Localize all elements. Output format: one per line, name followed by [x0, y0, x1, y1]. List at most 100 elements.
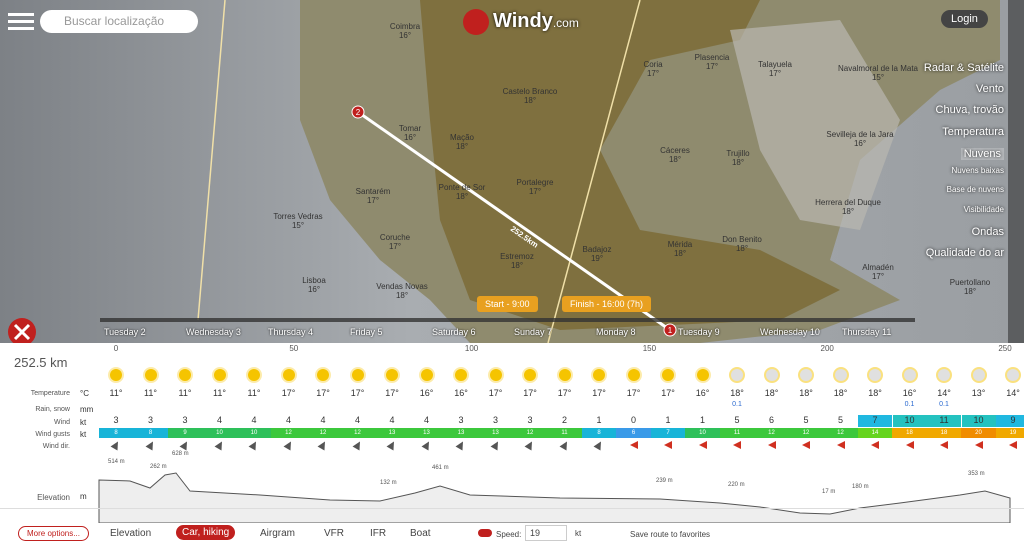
temperature: 11°: [247, 388, 261, 398]
wind-gust: 8: [133, 428, 168, 438]
layer-item[interactable]: Nuvens baixas: [951, 166, 1004, 175]
weather-icon: [213, 369, 226, 381]
weather-icon: [972, 369, 985, 381]
weather-icon: [179, 369, 191, 381]
save-route[interactable]: Save route to favorites: [630, 530, 711, 539]
front-line: [197, 0, 226, 321]
city-name: Mérida: [668, 240, 693, 249]
city-temp: 18°: [842, 207, 854, 216]
temperature: 18°: [730, 388, 744, 398]
city-name: Trujillo: [726, 149, 750, 158]
elevation-mark: 132 m: [380, 480, 397, 486]
travel-mode[interactable]: IFR: [370, 528, 387, 539]
rain-area: [420, 0, 840, 330]
row-label: Wind: [54, 419, 70, 426]
distance-tick: 250: [998, 344, 1012, 353]
wind: 5: [837, 415, 843, 425]
temperature: 18°: [799, 388, 813, 398]
travel-mode[interactable]: Car, hiking: [176, 525, 236, 540]
logo-text: Windy: [493, 10, 553, 32]
weather-icon: [282, 369, 295, 381]
wind-gust: 9: [167, 428, 203, 438]
layer-item[interactable]: Nuvens: [960, 148, 1004, 160]
layer-item[interactable]: Radar & Satélite: [923, 62, 1004, 74]
travel-mode[interactable]: Elevation: [110, 528, 152, 539]
finish-button[interactable]: Finish - 16:00 (7h): [562, 296, 652, 312]
row-label: Wind gusts: [35, 431, 70, 438]
front-line: [547, 0, 641, 343]
wind: 10: [961, 415, 996, 427]
travel-mode[interactable]: Airgram: [260, 528, 296, 539]
temperature: 17°: [661, 388, 675, 398]
travel-mode[interactable]: Boat: [410, 528, 431, 539]
city-temp: 16°: [399, 31, 411, 40]
wind: 5: [734, 415, 740, 425]
wind-dir-arrow: [871, 441, 879, 449]
wind-dir-arrow: [733, 441, 741, 449]
city-temp: 18°: [456, 192, 468, 201]
wind-gust: 18: [926, 428, 962, 438]
footer-divider: [0, 508, 1024, 509]
layer-item[interactable]: Visibilidade: [963, 205, 1004, 214]
weather-icon: [696, 369, 709, 381]
wind: 4: [251, 415, 257, 425]
wind-gust: 13: [443, 428, 479, 438]
wind-dir-arrow: [629, 441, 638, 449]
route-line: [357, 110, 671, 332]
city-temp: 18°: [669, 155, 681, 164]
row-unit: mm: [80, 405, 94, 414]
weather-icon: [489, 369, 502, 381]
city-name: Sevilleja de la Jara: [826, 130, 894, 139]
layer-item[interactable]: Qualidade do ar: [925, 247, 1004, 259]
city-temp: 16°: [854, 139, 866, 148]
wind-dir-arrow: [940, 441, 948, 449]
layer-item[interactable]: Temperatura: [942, 126, 1004, 138]
elevation-mark: 180 m: [852, 484, 869, 490]
city-name: Tomar: [399, 124, 422, 133]
login-button[interactable]: Login: [941, 10, 988, 28]
wind: 2: [561, 415, 567, 425]
weather-icon: [351, 369, 364, 381]
wind-gust: 14: [857, 428, 893, 438]
wind: 4: [285, 415, 291, 425]
day-label: Tuesday 9: [678, 327, 720, 337]
temperature: 18°: [868, 388, 882, 398]
day-label: Wednesday 3: [186, 327, 241, 337]
wind: 4: [423, 415, 429, 425]
temperature: 14°: [937, 388, 951, 398]
travel-mode[interactable]: VFR: [324, 528, 344, 539]
route-marker: [351, 105, 365, 119]
menu-button[interactable]: [8, 11, 34, 33]
wind-dir-arrow: [802, 441, 810, 449]
day-label: Thursday 4: [268, 327, 314, 337]
speed-toggle[interactable]: [478, 529, 492, 537]
temperature: 17°: [350, 388, 365, 398]
layer-item[interactable]: Ondas: [971, 226, 1004, 238]
speed-input[interactable]: 19: [525, 525, 567, 541]
search-box[interactable]: Buscar localização: [40, 10, 198, 33]
city-name: Cáceres: [660, 146, 690, 155]
weather-icon: [1007, 369, 1019, 381]
wind: 3: [492, 415, 498, 425]
layer-item[interactable]: Chuva, trovão: [935, 104, 1004, 116]
city-temp: 18°: [674, 249, 686, 258]
wind-gust: 20: [961, 428, 996, 438]
layer-item[interactable]: Base de nuvens: [946, 185, 1004, 194]
more-options-button[interactable]: More options...: [18, 526, 89, 541]
city-name: Coria: [643, 60, 663, 69]
wind-gust: 19: [995, 428, 1024, 438]
day-label: Thursday 11: [842, 327, 892, 337]
temperature: 17°: [488, 388, 503, 398]
weather-icon: [903, 369, 916, 381]
layer-item[interactable]: Vento: [975, 83, 1004, 95]
city-name: Estremoz: [500, 252, 534, 261]
weather-icon: [558, 369, 571, 381]
city-name: Santarém: [356, 187, 391, 196]
elevation-unit: m: [80, 492, 87, 501]
city-name: Talayuela: [758, 60, 792, 69]
elevation-mark: 628 m: [172, 451, 189, 457]
start-button[interactable]: Start - 9:00: [477, 296, 538, 312]
route-panel: [0, 343, 1024, 545]
